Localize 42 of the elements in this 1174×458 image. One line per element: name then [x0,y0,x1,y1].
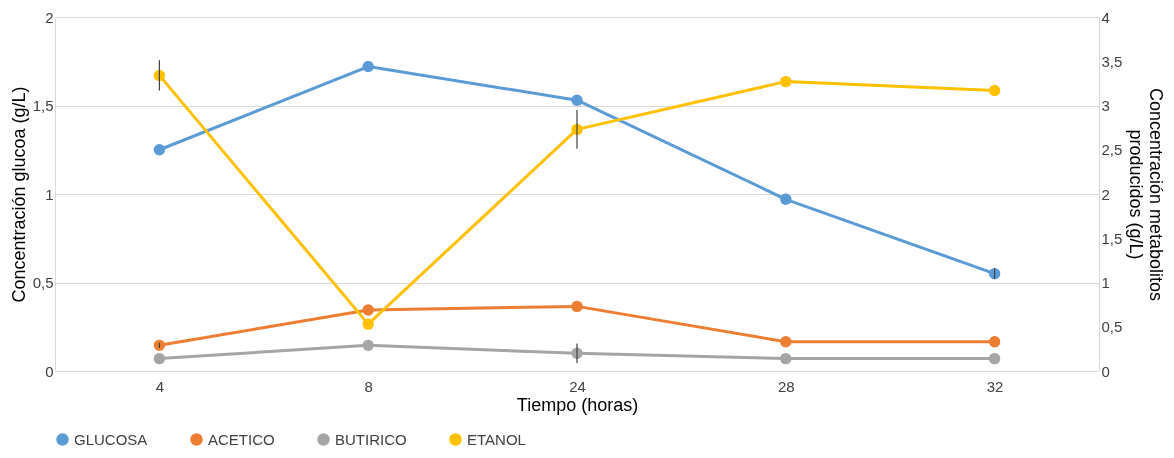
y-tick-label: 1,5 [32,97,54,114]
y2-tick-label: 4 [1101,8,1110,26]
x-tick-label: 28 [777,377,795,395]
point [571,94,583,106]
y-tick-label: 2 [45,8,54,26]
point [153,352,166,365]
y2-tick-label: 2 [1101,185,1110,203]
y-tick-label: 0 [45,362,54,380]
point [153,144,166,156]
point [780,336,792,348]
x-axis-title: Tiempo (horas) [516,394,639,415]
legend-label: ACETICO [208,430,275,448]
x-tick-label: 8 [364,377,373,395]
point [362,339,374,352]
point [780,193,792,205]
legend-label: GLUCOSA [74,430,148,448]
point [780,75,792,88]
point [988,84,1001,97]
x-tick-label: 32 [986,377,1004,395]
legend-label: BUTIRICO [335,430,407,448]
y-axis-title: Concentración glucoa (g/L) [8,86,29,303]
y2-tick-label: 2,5 [1101,141,1123,159]
y2-tick-label: 0,5 [1101,318,1123,336]
y-tick-label: 1 [45,185,54,203]
x-tick-label: 4 [155,377,165,395]
y-tick-label: 0,5 [32,274,54,291]
y2-tick-label: 3,5 [1101,52,1123,70]
x-tick-label: 24 [569,377,586,395]
y2-tick-label: 1 [1101,274,1110,291]
y2-tick-label: 3 [1101,97,1110,114]
y2-axis-title: Concentración metabolitos producidos (g/L) [1126,87,1167,302]
point [362,318,374,330]
point [988,336,1001,348]
point [571,300,583,313]
legend-label: ETANOL [467,430,526,448]
y2-tick-label: 1,5 [1101,229,1123,247]
point [988,352,1001,365]
point [780,352,792,365]
y2-tick-label: 0 [1101,362,1110,380]
point [153,339,166,352]
point [362,304,374,316]
point [362,60,374,73]
